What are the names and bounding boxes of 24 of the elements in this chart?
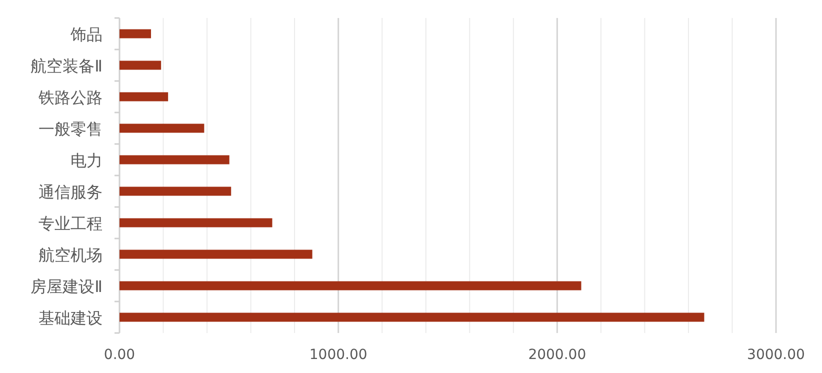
bar: [120, 29, 152, 38]
bar: [120, 250, 312, 259]
y-tick-label: 航空装备Ⅱ: [30, 56, 102, 76]
bar: [120, 218, 272, 228]
y-tick-label: 专业工程: [38, 214, 102, 233]
x-tick-label: 1000.00: [309, 347, 368, 363]
bar: [120, 92, 168, 102]
bar: [120, 186, 232, 196]
x-tick-label: 2000.00: [528, 347, 586, 363]
y-tick-label: 一般零售: [38, 119, 102, 138]
bar: [120, 312, 704, 322]
x-tick-label: 3000.00: [747, 347, 805, 363]
y-tick-label: 铁路公路: [38, 88, 102, 107]
y-tick-label: 房屋建设Ⅱ: [30, 276, 102, 296]
y-tick-label: 电力: [70, 150, 102, 170]
y-tick-label: 基础建设: [38, 308, 102, 328]
bar: [120, 281, 582, 290]
y-tick-label: 饰品: [70, 24, 102, 44]
x-tick-label: 0.00: [104, 347, 136, 363]
y-tick-label: 通信服务: [38, 182, 102, 202]
bar: [120, 155, 230, 164]
y-tick-label: 航空机场: [38, 245, 102, 264]
bar: [120, 124, 204, 133]
bar: [120, 60, 162, 70]
